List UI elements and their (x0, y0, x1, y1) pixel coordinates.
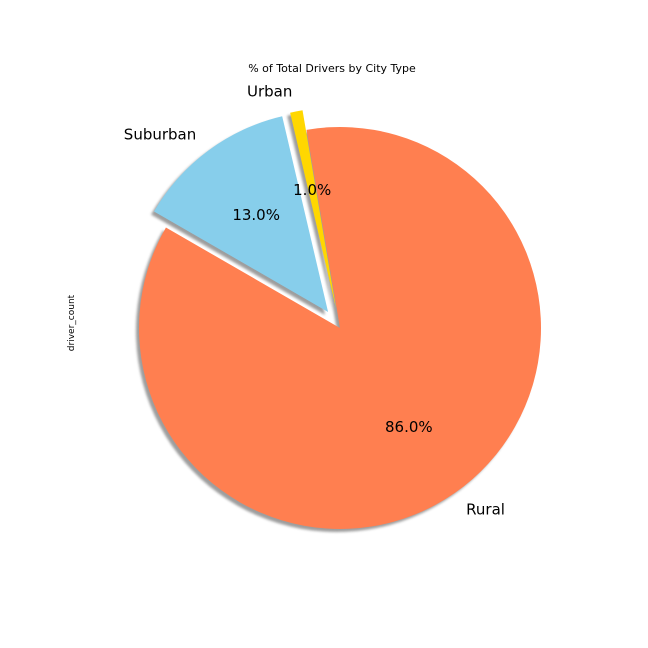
percent-label-suburban: 13.0% (232, 206, 280, 224)
slice-shadow-urban (287, 113, 334, 312)
pie-labels: Rural 86.0% Urban 1.0% Suburban 13.0% (124, 83, 505, 519)
pie-slice-rural (139, 126, 541, 530)
pie-slices (139, 110, 541, 530)
pie-slice-urban (290, 110, 337, 309)
percent-label-rural: 86.0% (385, 418, 433, 436)
y-axis-label: driver_count (67, 294, 77, 351)
pie-slice-suburban (154, 116, 329, 312)
chart-title: % of Total Drivers by City Type (248, 62, 416, 75)
category-label-suburban: Suburban (124, 125, 196, 143)
category-label-urban: Urban (247, 83, 292, 101)
percent-label-urban: 1.0% (293, 181, 331, 199)
category-label-rural: Rural (466, 501, 505, 519)
